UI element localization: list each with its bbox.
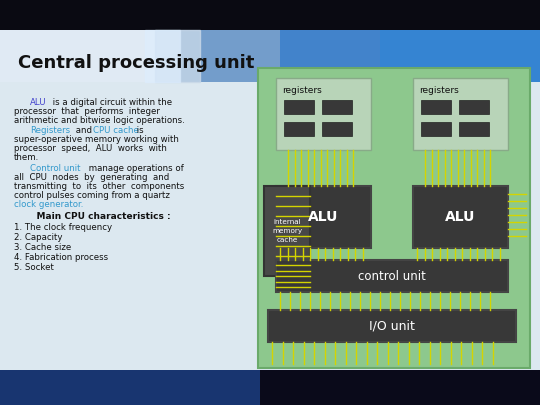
Text: I/O unit: I/O unit	[369, 320, 415, 333]
Bar	[268, 310, 516, 342]
Bar	[322, 100, 352, 114]
Bar	[380, 30, 540, 82]
Text: Main CPU characteristics :: Main CPU characteristics :	[24, 212, 171, 221]
Text: manage operations of: manage operations of	[86, 164, 184, 173]
Bar	[322, 122, 352, 136]
Text: control unit: control unit	[358, 269, 426, 283]
Text: 3. Cache size: 3. Cache size	[14, 243, 71, 252]
Polygon shape	[145, 30, 180, 82]
Text: CPU cache: CPU cache	[93, 126, 139, 135]
Bar	[284, 122, 314, 136]
Text: clock generator.: clock generator.	[14, 200, 83, 209]
Text: Registers: Registers	[30, 126, 70, 135]
Text: ALU: ALU	[446, 210, 476, 224]
Bar	[276, 186, 371, 248]
Bar	[0, 0, 540, 30]
Polygon shape	[155, 30, 200, 82]
Bar	[276, 78, 371, 150]
Bar	[258, 68, 530, 368]
Text: 4. Fabrication process: 4. Fabrication process	[14, 253, 108, 262]
Text: is a digital circuit within the: is a digital circuit within the	[50, 98, 172, 107]
Text: internal
memory
cache: internal memory cache	[272, 219, 302, 243]
Bar	[0, 370, 540, 405]
Text: them.: them.	[14, 153, 39, 162]
Bar	[180, 30, 540, 82]
Text: 5. Socket: 5. Socket	[14, 263, 54, 272]
Text: and: and	[73, 126, 94, 135]
Text: Central processing unit: Central processing unit	[18, 54, 254, 72]
Bar	[264, 186, 310, 276]
Bar	[459, 100, 489, 114]
Text: processor  that  performs  integer: processor that performs integer	[14, 107, 160, 116]
Bar	[280, 30, 540, 82]
Bar	[276, 260, 508, 292]
Text: Control unit: Control unit	[30, 164, 80, 173]
Bar	[459, 122, 489, 136]
Text: processor  speed,  ALU  works  with: processor speed, ALU works with	[14, 144, 167, 153]
Text: is: is	[134, 126, 144, 135]
Bar	[413, 78, 508, 150]
Text: transmitting  to  its  other  components: transmitting to its other components	[14, 182, 184, 191]
Text: arithmetic and bitwise logic operations.: arithmetic and bitwise logic operations.	[14, 116, 185, 125]
Bar	[421, 122, 451, 136]
Text: 2. Capacity: 2. Capacity	[14, 233, 63, 242]
Text: control pulses coming from a quartz: control pulses coming from a quartz	[14, 191, 170, 200]
Text: super-operative memory working with: super-operative memory working with	[14, 135, 179, 144]
Bar	[0, 30, 540, 82]
Text: 1. The clock frequency: 1. The clock frequency	[14, 223, 112, 232]
Bar	[284, 100, 314, 114]
Text: registers: registers	[282, 86, 322, 95]
Text: all  CPU  nodes  by  generating  and: all CPU nodes by generating and	[14, 173, 169, 182]
Bar	[0, 370, 260, 405]
Bar	[0, 82, 540, 370]
Bar	[421, 100, 451, 114]
Text: ALU: ALU	[308, 210, 339, 224]
Bar	[413, 186, 508, 248]
Text: registers: registers	[419, 86, 459, 95]
Text: ALU: ALU	[30, 98, 46, 107]
